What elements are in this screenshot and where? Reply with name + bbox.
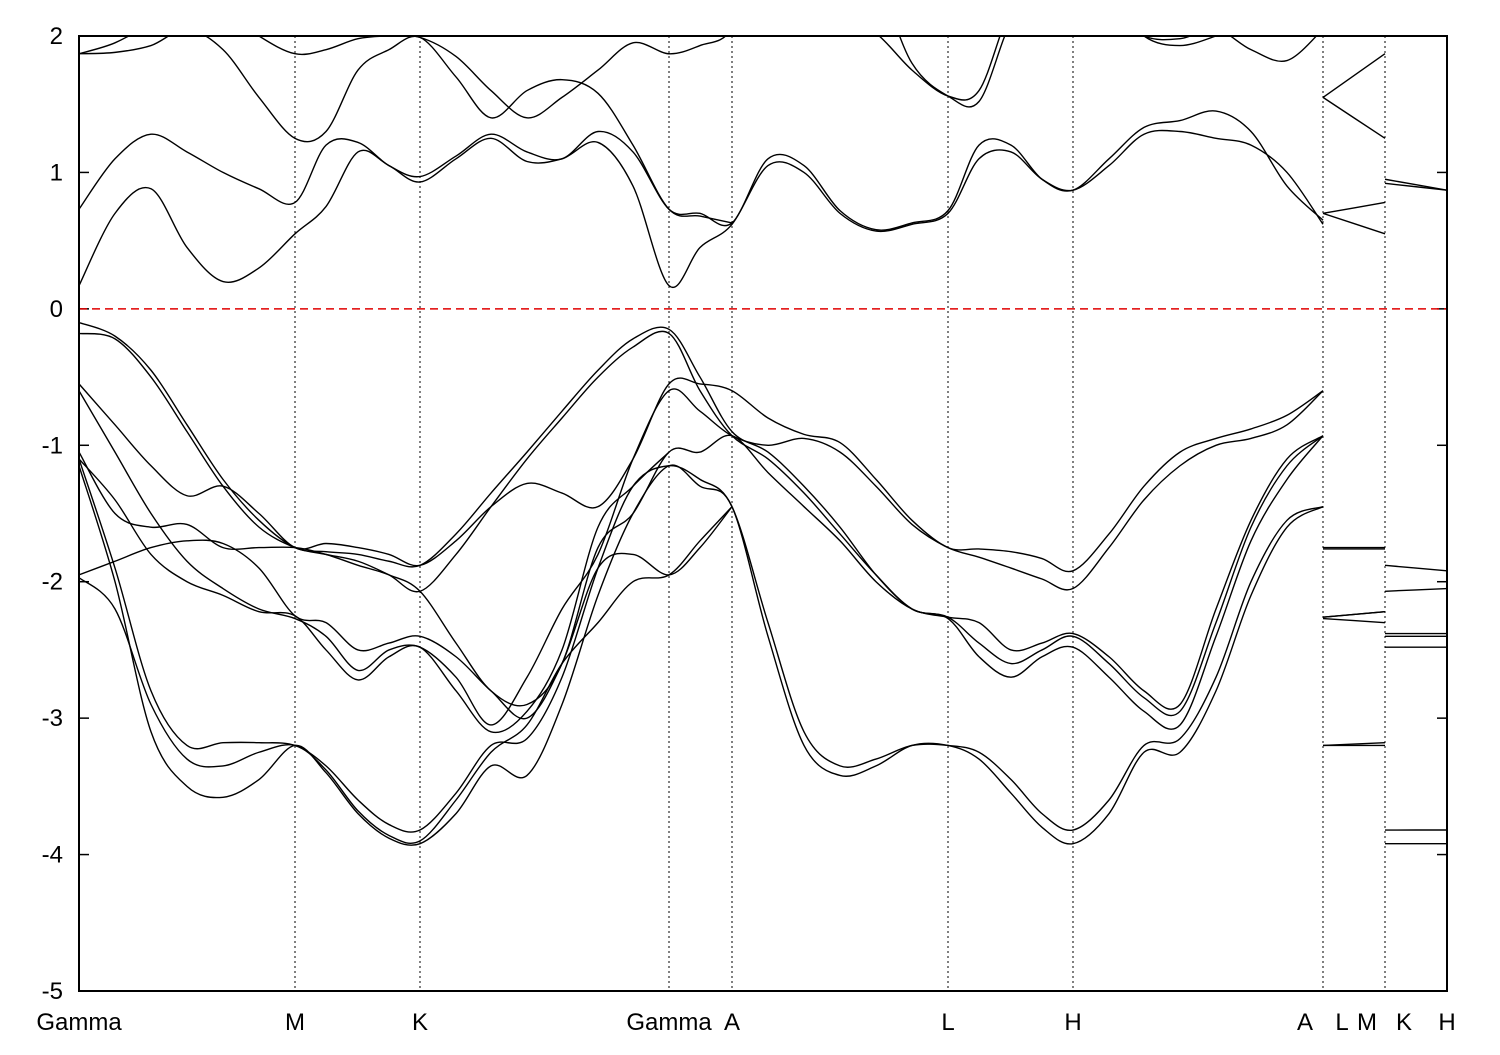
x-tick-label: Gamma bbox=[36, 1009, 122, 1036]
band-line bbox=[79, 506, 733, 844]
y-tick-label: -5 bbox=[42, 978, 63, 1005]
band-line bbox=[79, 388, 1447, 726]
x-tick-label: K bbox=[412, 1009, 428, 1036]
band-line bbox=[79, 110, 1447, 231]
band-line bbox=[79, 321, 1447, 717]
y-tick-label: 0 bbox=[50, 296, 63, 323]
y-tick-label: -3 bbox=[42, 705, 63, 732]
x-tick-label: M bbox=[285, 1009, 305, 1036]
x-tick-label: L bbox=[1335, 1009, 1348, 1036]
x-tick-label: H bbox=[1438, 1009, 1455, 1036]
x-tick-label: A bbox=[724, 1009, 740, 1036]
y-tick-label: -4 bbox=[42, 842, 63, 869]
x-tick-label: K bbox=[1396, 1009, 1412, 1036]
x-tick-label: Gamma bbox=[626, 1009, 712, 1036]
plot-frame bbox=[78, 35, 1448, 992]
band-line bbox=[79, 330, 1447, 730]
band-line bbox=[79, 36, 1386, 224]
band-line bbox=[79, 458, 1447, 833]
y-tick-label: -2 bbox=[42, 569, 63, 596]
x-tick-label: L bbox=[941, 1009, 954, 1036]
x-tick-label: A bbox=[1297, 1009, 1313, 1036]
band-line bbox=[79, 36, 1386, 119]
y-tick-label: 1 bbox=[50, 159, 63, 186]
x-tick-label: H bbox=[1064, 1009, 1081, 1036]
band-line bbox=[79, 451, 670, 734]
bands bbox=[79, 36, 1447, 846]
band-line bbox=[79, 129, 1447, 289]
x-tick-label: M bbox=[1357, 1009, 1377, 1036]
band-line bbox=[79, 434, 1447, 710]
band-line bbox=[79, 506, 733, 720]
y-tick-label: 2 bbox=[50, 23, 63, 50]
y-tick-label: -1 bbox=[42, 432, 63, 459]
band-line bbox=[79, 464, 1447, 846]
